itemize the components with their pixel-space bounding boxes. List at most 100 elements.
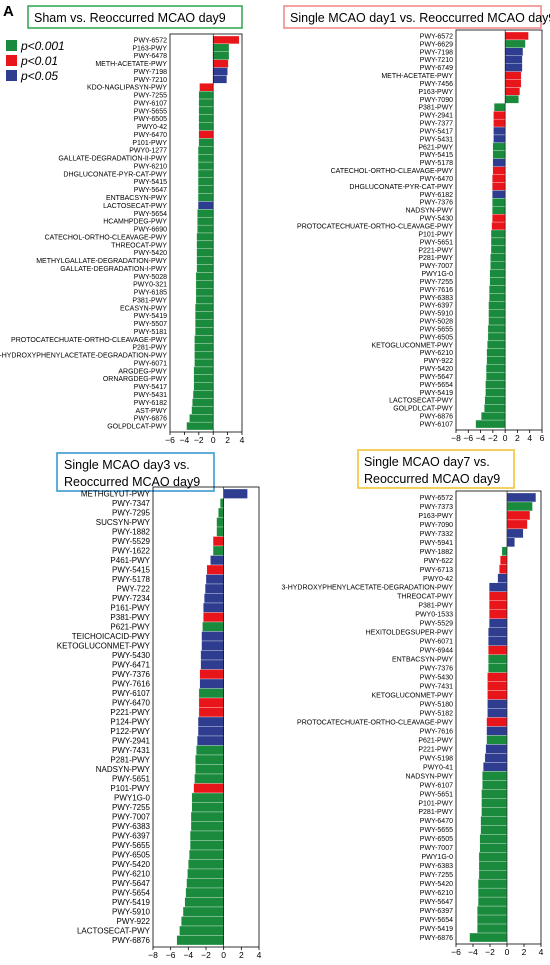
bar [492,198,506,207]
bar [478,852,508,862]
category-label: P101-PWY [418,800,453,807]
bar [216,526,224,537]
category-label: PWY-7007 [420,263,453,270]
category-label: PWY-7373 [420,504,453,511]
bar [487,690,508,700]
chart-title: Reoccurred MCAO day9 [364,472,500,486]
bar [487,699,508,709]
bar [195,319,214,328]
category-label: ARGDEG-PWY [118,368,167,375]
bar [506,519,528,530]
category-label: PWY-5654 [134,211,167,218]
category-label: CATECHOL-ORTHO-CLEAVAGE-PWY [45,234,168,241]
bar [195,327,214,336]
bar [189,840,224,851]
x-tick-label: −4 [468,947,478,957]
bar [483,762,508,772]
category-label: PWY-7198 [134,69,167,76]
category-label: PWY-5910 [420,311,453,318]
bar [506,501,533,512]
bar [176,935,224,946]
bar [488,618,508,628]
bar [219,498,224,509]
bar [197,146,214,155]
category-label: PWY-6071 [420,639,453,646]
bar [480,825,508,835]
bar [197,185,214,194]
category-label: PWY-5655 [112,841,151,850]
category-label: PWY-6210 [134,163,167,170]
category-label: PWY-5651 [420,239,453,246]
bar [198,697,224,708]
legend-label: p<0.01 [20,54,58,68]
category-label: SUCSYN-PWY [96,518,151,527]
bar [198,114,214,123]
category-label: PWY-6210 [420,350,453,357]
bar [482,771,508,781]
legend-swatch [6,70,17,81]
bar [488,636,508,646]
category-label: P122-PWY [110,727,150,736]
category-label: PWY-5647 [420,374,453,381]
category-label: PWY-5198 [420,755,453,762]
chart-panel: Single MCAO day3 vs. Reoccurred MCAO day9… [56,452,262,960]
category-label: PWY-1622 [112,547,151,556]
category-label: P281-PWY [132,345,167,352]
bar [499,564,508,574]
category-label: THREOCAT-PWY [397,594,453,601]
bar [213,43,230,52]
bar [493,134,506,144]
category-label: P281-PWY [418,809,453,816]
category-label: PWY-5028 [420,319,453,326]
category-label: P221-PWY [110,708,150,717]
legend-swatch [6,40,17,51]
bar [213,67,228,76]
bar [213,75,228,84]
bar [490,229,506,239]
bar [484,404,506,413]
category-label: PWY-6471 [112,661,151,670]
bar [212,545,224,556]
category-label: PWY-722 [117,585,151,594]
category-label: PWY-5419 [134,313,167,320]
bar [488,663,508,673]
bar [486,356,506,365]
category-label: HEXITOLDEGSUPER-PWY [366,630,454,637]
category-label: PWY-5182 [420,710,453,717]
bar [189,830,224,841]
category-label: GALLATE-DEGRADATION-I-PWY [60,266,167,273]
bar [484,396,506,405]
bar [477,878,508,889]
category-label: PWY-5419 [112,898,151,907]
category-label: P621-PWY [418,737,453,744]
category-label: PWY0-42 [137,124,167,131]
category-label: P101-PWY [110,784,150,793]
category-label: PWY-922 [117,917,151,926]
x-tick-label: 4 [257,950,262,960]
bar [198,122,214,131]
category-label: METH-ACETATE-PWY [95,61,167,68]
category-label: PWY0-321 [133,282,167,289]
bar [485,388,506,397]
bar [213,59,229,68]
x-tick-label: 2 [522,947,527,957]
bar [196,256,214,265]
category-label: P281-PWY [418,255,453,262]
category-label: METHGLYUT-PWY [81,490,151,499]
bar [478,861,508,871]
category-label: P163-PWY [418,89,453,96]
chart-panel: Single MCAO day7 vs. Reoccurred MCAO day9… [281,449,544,957]
category-label: GOLPDLCAT-PWY [393,406,453,413]
category-label: P124-PWY [110,718,150,727]
category-label: PWY-6185 [134,290,167,297]
category-label: P461-PWY [110,556,150,565]
bar [213,35,240,45]
category-label: PWY-7332 [420,531,453,538]
bar [497,573,508,583]
category-label: PWY-5430 [112,651,151,660]
category-label: NADSYN-PWY [406,208,454,215]
bar [194,343,214,352]
bar [210,555,224,566]
bar [201,631,224,642]
